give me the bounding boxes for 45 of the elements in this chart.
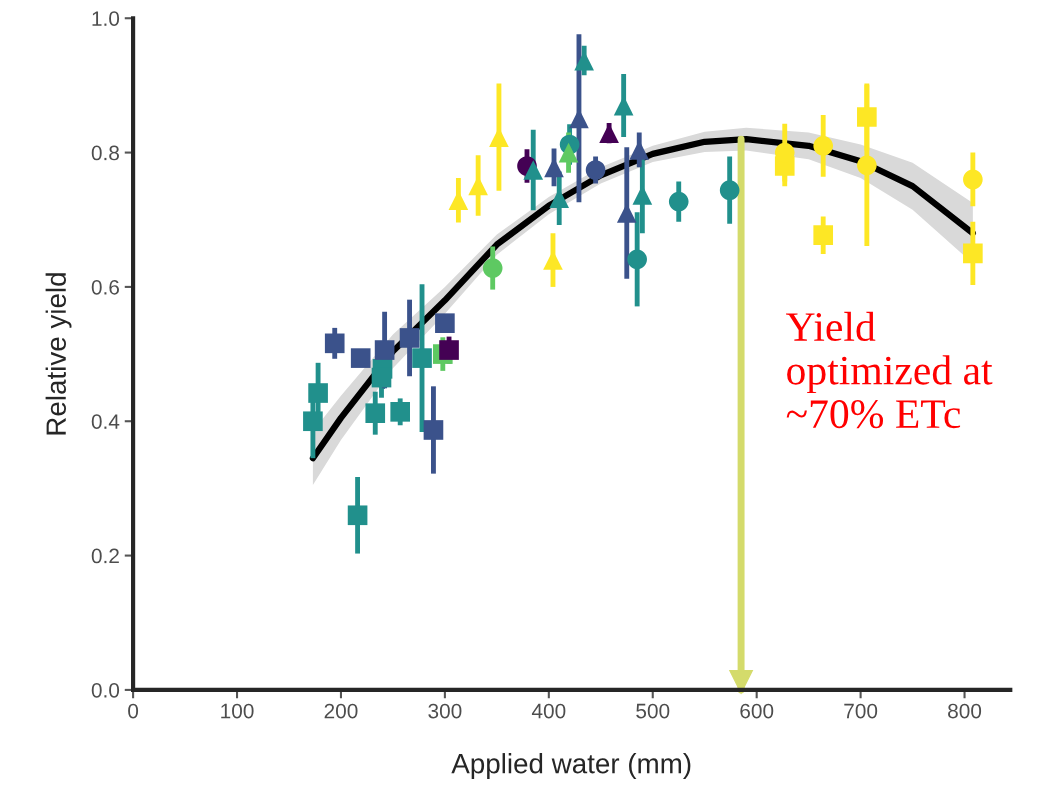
point: [308, 383, 328, 403]
point: [435, 313, 455, 333]
x-tick-label: 400: [531, 703, 566, 719]
point: [303, 411, 323, 432]
x-tick-label: 300: [428, 703, 462, 719]
point: [399, 328, 420, 348]
y-axis-title: Relative yield: [45, 273, 72, 435]
x-tick-label: 500: [636, 703, 670, 719]
point: [585, 160, 606, 180]
point: [857, 155, 877, 176]
point: [813, 225, 834, 246]
point: [668, 191, 689, 212]
y-tick-label: 1.0: [92, 11, 120, 26]
point: [963, 243, 983, 264]
point: [482, 258, 503, 278]
point: [324, 333, 345, 354]
point: [390, 402, 411, 422]
point: [558, 142, 579, 163]
y-tick-label: 0.6: [91, 279, 119, 295]
point: [719, 180, 740, 201]
point: [439, 340, 459, 360]
x-tick-label: 200: [324, 703, 358, 719]
x-tick-label: 100: [221, 703, 254, 719]
point: [365, 403, 386, 423]
x-tick-label: 600: [740, 703, 774, 719]
x-tick-label: 800: [948, 703, 982, 719]
y-tick-label: 0.2: [91, 548, 119, 564]
point: [857, 107, 877, 127]
point: [347, 505, 368, 526]
point: [813, 136, 834, 156]
point: [374, 340, 395, 360]
point: [412, 348, 432, 368]
point: [350, 348, 371, 368]
ref-line-label: Yield optimized at ~70% ETc: [786, 311, 993, 429]
point: [371, 367, 392, 388]
point: [523, 160, 544, 180]
x-tick-label: 700: [844, 703, 878, 719]
x-tick-label: 0: [128, 703, 139, 719]
point: [963, 169, 983, 190]
y-tick-label: 0.0: [91, 682, 120, 698]
point: [423, 420, 444, 440]
y-tick-label: 0.4: [91, 414, 120, 429]
point: [627, 249, 647, 270]
y-tick-label: 0.8: [91, 145, 119, 161]
x-axis-title: Applied water (mm): [451, 753, 691, 779]
